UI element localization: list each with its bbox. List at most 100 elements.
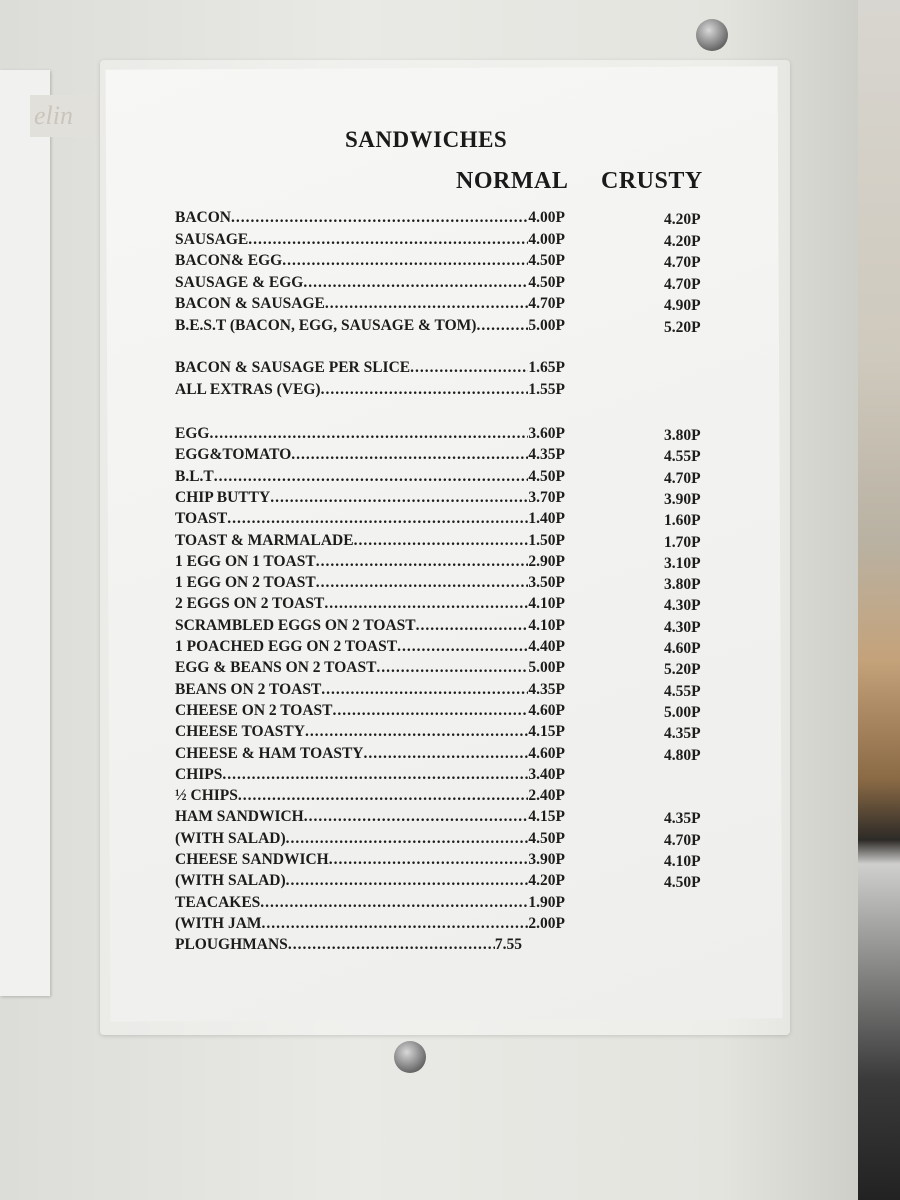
item-name: B.E.S.T (BACON, EGG, SAUSAGE & TOM) bbox=[175, 317, 477, 334]
dot-leader bbox=[316, 553, 529, 571]
dot-leader bbox=[325, 295, 529, 313]
price-normal: 4.15P bbox=[528, 723, 565, 741]
price-normal: 4.50P bbox=[528, 467, 565, 485]
price-crusty: 1.60P bbox=[664, 512, 701, 530]
dot-leader bbox=[303, 274, 528, 292]
price-normal: 1.50P bbox=[528, 531, 565, 549]
item-name: (WITH SALAD) bbox=[175, 872, 286, 890]
price-crusty: 4.70P bbox=[664, 275, 701, 293]
item-name: TEACAKES bbox=[175, 893, 261, 911]
menu-item: 1 POACHED EGG ON 2 TOAST 4.40P bbox=[175, 638, 565, 658]
dot-leader bbox=[231, 209, 528, 227]
price-normal: 4.60P bbox=[528, 744, 565, 762]
dot-leader bbox=[260, 894, 528, 912]
item-name: PLOUGHMANS bbox=[175, 936, 288, 954]
menu-item: CHEESE ON 2 TOAST 4.60P bbox=[175, 702, 565, 722]
dot-leader bbox=[316, 574, 529, 592]
menu-item: BACON & SAUSAGE 4.70P bbox=[175, 295, 565, 315]
price-normal: 4.35P bbox=[528, 680, 565, 698]
dot-leader bbox=[321, 681, 528, 699]
background-doorway bbox=[858, 0, 900, 1200]
price-crusty: 1.70P bbox=[664, 533, 701, 551]
item-name: SAUSAGE & EGG bbox=[175, 273, 304, 291]
dot-leader bbox=[209, 425, 528, 443]
item-name: BACON& EGG bbox=[175, 252, 283, 270]
item-name: CHEESE SANDWICH bbox=[175, 851, 329, 868]
dot-leader bbox=[363, 745, 528, 763]
dot-leader bbox=[270, 489, 528, 507]
price-crusty: 5.20P bbox=[664, 319, 701, 336]
item-name: SCRAMBLED EGGS ON 2 TOAST bbox=[175, 616, 416, 634]
price-normal: 4.40P bbox=[528, 638, 565, 655]
dot-leader bbox=[262, 915, 529, 933]
dot-leader bbox=[288, 936, 495, 954]
price-crusty: 4.80P bbox=[664, 746, 701, 764]
menu-item: TEACAKES 1.90P bbox=[175, 894, 565, 914]
menu-item: ½ CHIPS 2.40P bbox=[175, 787, 565, 807]
dot-leader bbox=[238, 787, 529, 805]
dot-leader bbox=[222, 766, 528, 784]
dot-leader bbox=[286, 830, 529, 848]
price-crusty: 3.80P bbox=[664, 576, 701, 594]
price-normal: 4.00P bbox=[528, 209, 565, 226]
dot-leader bbox=[324, 595, 528, 613]
dot-leader bbox=[321, 381, 529, 399]
item-name: 1 EGG ON 2 TOAST bbox=[175, 574, 316, 592]
price-normal: 4.20P bbox=[528, 872, 565, 890]
item-name: (WITH SALAD) bbox=[175, 829, 286, 847]
item-name: 2 EGGS ON 2 TOAST bbox=[175, 595, 325, 613]
menu-item: B.E.S.T (BACON, EGG, SAUSAGE & TOM) 5.00P bbox=[175, 317, 565, 337]
price-normal: 4.50P bbox=[528, 252, 565, 270]
item-name: EGG&TOMATO bbox=[175, 446, 292, 464]
item-name: EGG & BEANS ON 2 TOAST bbox=[175, 659, 377, 677]
menu-item: CHEESE & HAM TOASTY 4.60P bbox=[175, 745, 565, 765]
price-normal: 4.10P bbox=[528, 616, 565, 634]
item-name: ½ CHIPS bbox=[175, 787, 238, 805]
price-normal: 4.35P bbox=[528, 446, 565, 464]
price-normal: 4.60P bbox=[528, 701, 565, 719]
item-name: TOAST bbox=[175, 510, 228, 528]
menu-item: SAUSAGE & EGG 4.50P bbox=[175, 274, 565, 294]
menu-item: TOAST 1.40P bbox=[175, 510, 565, 530]
price-crusty: 4.70P bbox=[664, 469, 701, 487]
price-crusty: 4.70P bbox=[664, 254, 701, 272]
price-normal: 2.00P bbox=[528, 914, 565, 932]
price-crusty: 4.90P bbox=[664, 297, 701, 315]
price-crusty: 5.00P bbox=[664, 703, 701, 721]
dot-leader bbox=[286, 872, 529, 890]
dot-leader bbox=[376, 659, 528, 677]
menu-item: BACON& EGG 4.50P bbox=[175, 252, 565, 272]
fridge-brand-logo: elin bbox=[30, 95, 109, 137]
price-crusty: 3.90P bbox=[664, 490, 701, 508]
dot-leader bbox=[410, 359, 528, 377]
item-name: TOAST & MARMALADE bbox=[175, 531, 354, 549]
dot-leader bbox=[214, 468, 529, 486]
menu-item: PLOUGHMANS 7.55 bbox=[175, 936, 522, 956]
dot-leader bbox=[291, 446, 528, 464]
price-crusty: 4.55P bbox=[664, 682, 701, 700]
item-name: CHEESE & HAM TOASTY bbox=[175, 744, 364, 762]
menu-item: 1 EGG ON 1 TOAST 2.90P bbox=[175, 553, 565, 573]
price-normal: 4.15P bbox=[528, 808, 565, 826]
menu-item: EGG&TOMATO 4.35P bbox=[175, 446, 565, 466]
price-crusty: 4.20P bbox=[664, 211, 701, 228]
menu-item: HAM SANDWICH 4.15P bbox=[175, 808, 565, 828]
price-normal: 4.00P bbox=[528, 230, 565, 248]
price-crusty: 3.80P bbox=[664, 427, 701, 444]
item-name: HAM SANDWICH bbox=[175, 808, 304, 826]
price-crusty: 4.10P bbox=[664, 853, 701, 870]
price-crusty: 4.30P bbox=[664, 597, 701, 615]
item-name: CHEESE TOASTY bbox=[175, 723, 305, 741]
price-normal: 7.55 bbox=[494, 936, 522, 954]
price-normal: 3.90P bbox=[528, 851, 565, 868]
dot-leader bbox=[305, 723, 528, 741]
item-name: B.L.T bbox=[175, 467, 214, 485]
column-header-normal: NORMAL bbox=[456, 168, 569, 194]
menu-item: (WITH SALAD) 4.50P bbox=[175, 830, 565, 850]
price-normal: 4.50P bbox=[528, 829, 565, 847]
dot-leader bbox=[476, 317, 528, 335]
price-normal: 3.40P bbox=[528, 765, 565, 783]
item-name: CHIPS bbox=[175, 765, 223, 783]
item-name: ALL EXTRAS (VEG) bbox=[175, 381, 321, 398]
adjacent-paper bbox=[0, 70, 50, 996]
